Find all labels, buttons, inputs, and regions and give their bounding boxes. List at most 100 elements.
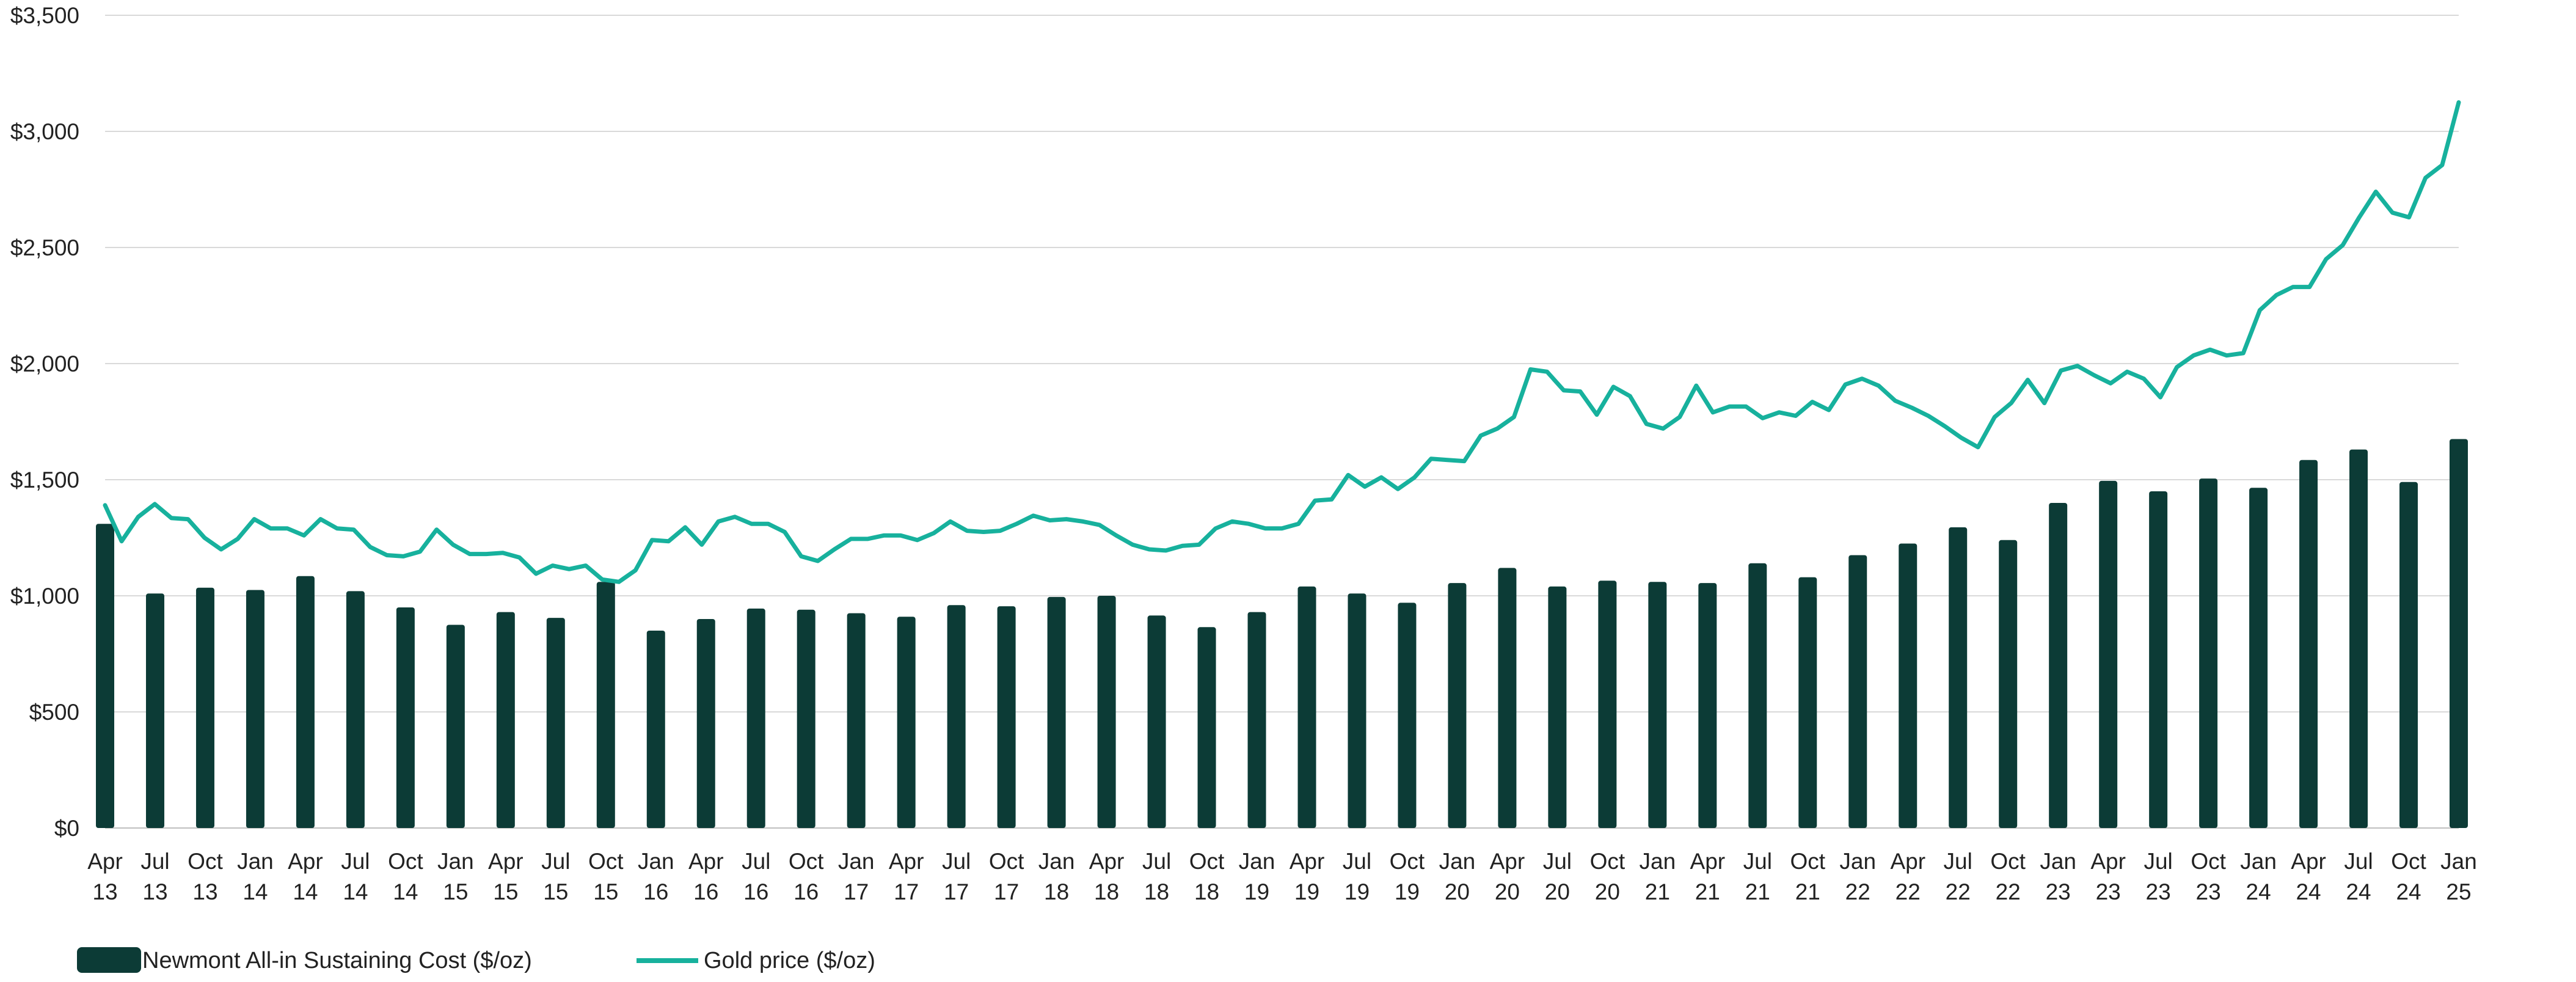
x-tick-label: Oct 23 — [2191, 849, 2226, 904]
x-tick-label: Apr 14 — [288, 849, 323, 904]
ascs-bar — [246, 590, 265, 828]
ascs-bar — [1999, 540, 2018, 828]
ascs-bar — [2299, 460, 2318, 828]
x-tick-label: Jan 25 — [2440, 849, 2477, 904]
ascs-bar — [396, 607, 415, 828]
x-tick-label: Jan 24 — [2240, 849, 2277, 904]
y-tick-label: $500 — [29, 700, 79, 725]
x-tick-label: Oct 24 — [2391, 849, 2426, 904]
ascs-bar — [2199, 478, 2218, 828]
ascs-bar — [746, 608, 765, 828]
y-tick-label: $2,000 — [10, 351, 79, 376]
ascs-bar — [1598, 581, 1617, 828]
x-tick-label: Jan 19 — [1239, 849, 1275, 904]
ascs-bar — [1949, 527, 1968, 828]
legend: Newmont All-in Sustaining Cost ($/oz) Go… — [77, 947, 875, 973]
x-tick-label: Oct 17 — [989, 849, 1024, 904]
x-tick-label: Jan 20 — [1439, 849, 1476, 904]
ascs-bar — [797, 609, 815, 828]
x-tick-label: Apr 15 — [488, 849, 524, 904]
x-tick-label: Apr 23 — [2090, 849, 2126, 904]
ascs-bar — [997, 606, 1016, 828]
ascs-bar — [1197, 627, 1216, 828]
ascs-bar — [446, 625, 465, 828]
x-tick-label: Apr 21 — [1690, 849, 1726, 904]
y-tick-label: $2,500 — [10, 235, 79, 260]
ascs-bar — [1448, 583, 1467, 828]
x-tick-label: Oct 16 — [789, 849, 824, 904]
x-tick-label: Jul 14 — [341, 849, 370, 904]
ascs-bar — [1498, 568, 1517, 828]
x-tick-label: Apr 13 — [87, 849, 123, 904]
ascs-bar — [1348, 593, 1366, 828]
x-tick-label: Apr 19 — [1290, 849, 1325, 904]
x-tick-label: Apr 18 — [1089, 849, 1125, 904]
ascs-bar — [1798, 577, 1817, 828]
ascs-bar — [947, 605, 966, 828]
x-tick-label: Jan 22 — [1839, 849, 1876, 904]
legend-swatch-ascs — [77, 947, 141, 973]
ascs-bar — [2249, 488, 2268, 828]
ascs-bar — [596, 582, 615, 828]
y-axis-tick-labels: $0 $500 $1,000 $1,500 $2,000 $2,500 $3,000 $3,5… — [10, 3, 79, 841]
x-tick-label: Oct 21 — [1790, 849, 1825, 904]
x-tick-label: Jul 15 — [541, 849, 570, 904]
ascs-bar — [1047, 596, 1066, 828]
x-tick-label: Jul 23 — [2144, 849, 2172, 904]
ascs-bar — [2049, 503, 2068, 828]
x-tick-label: Jan 18 — [1038, 849, 1075, 904]
x-tick-label: Jul 22 — [1944, 849, 1972, 904]
x-tick-label: Apr 20 — [1490, 849, 1525, 904]
ascs-bar — [145, 593, 164, 828]
ascs-bar — [646, 631, 665, 828]
x-tick-label: Oct 19 — [1390, 849, 1425, 904]
x-tick-label: Jul 21 — [1743, 849, 1772, 904]
gold-price-line-group — [103, 100, 2461, 584]
x-tick-label: Jan 15 — [437, 849, 474, 904]
ascs-bar — [496, 612, 515, 828]
x-tick-label: Jul 13 — [140, 849, 169, 904]
x-tick-label: Jan 16 — [638, 849, 674, 904]
x-tick-label: Jan 17 — [838, 849, 875, 904]
ascs-bar — [897, 617, 916, 828]
x-tick-label: Jul 19 — [1343, 849, 1371, 904]
ascs-bar — [2149, 491, 2168, 828]
ascs-bar — [1848, 555, 1867, 828]
ascs-bar — [1398, 603, 1417, 828]
x-tick-label: Apr 16 — [688, 849, 724, 904]
y-tick-label: $1,000 — [10, 584, 79, 609]
y-tick-label: $0 — [54, 816, 79, 841]
ascs-bar — [1698, 583, 1717, 828]
ascs-bar — [2349, 449, 2368, 828]
ascs-bar — [96, 524, 114, 828]
ascs-bar — [546, 618, 565, 828]
ascs-bar — [696, 619, 715, 828]
x-tick-label: Oct 22 — [1990, 849, 2026, 904]
ascs-bar — [1097, 596, 1116, 828]
x-axis-tick-labels: Apr 13 Jul 13 Oct 13 Jan 14 Apr 14 Jul 14 Oct 14 Jan 15… — [87, 849, 2477, 904]
ascs-bar — [1648, 582, 1667, 828]
y-tick-label: $1,500 — [10, 467, 79, 493]
ascs-bar — [1147, 615, 1166, 828]
ascs-bar — [2099, 480, 2118, 828]
y-tick-label: $3,000 — [10, 119, 79, 144]
x-tick-label: Oct 13 — [188, 849, 223, 904]
x-tick-label: Oct 15 — [588, 849, 624, 904]
legend-label-gold-price: Gold price ($/oz) — [704, 948, 875, 973]
ascs-bar — [1247, 612, 1266, 828]
x-tick-label: Jan 14 — [237, 849, 274, 904]
ascs-bar — [2450, 439, 2468, 828]
ascs-bar — [1899, 543, 1917, 828]
ascs-bars — [96, 439, 2468, 828]
x-tick-label: Jul 17 — [942, 849, 971, 904]
x-tick-label: Jan 21 — [1640, 849, 1676, 904]
y-tick-label: $3,500 — [10, 3, 79, 28]
x-tick-label: Jan 23 — [2040, 849, 2076, 904]
ascs-bar — [847, 613, 866, 828]
ascs-bar — [346, 591, 365, 828]
x-tick-label: Jul 20 — [1543, 849, 1572, 904]
ascs-bar — [195, 587, 214, 828]
ascs-bar — [1297, 586, 1316, 828]
ascs-bar — [2399, 482, 2418, 828]
